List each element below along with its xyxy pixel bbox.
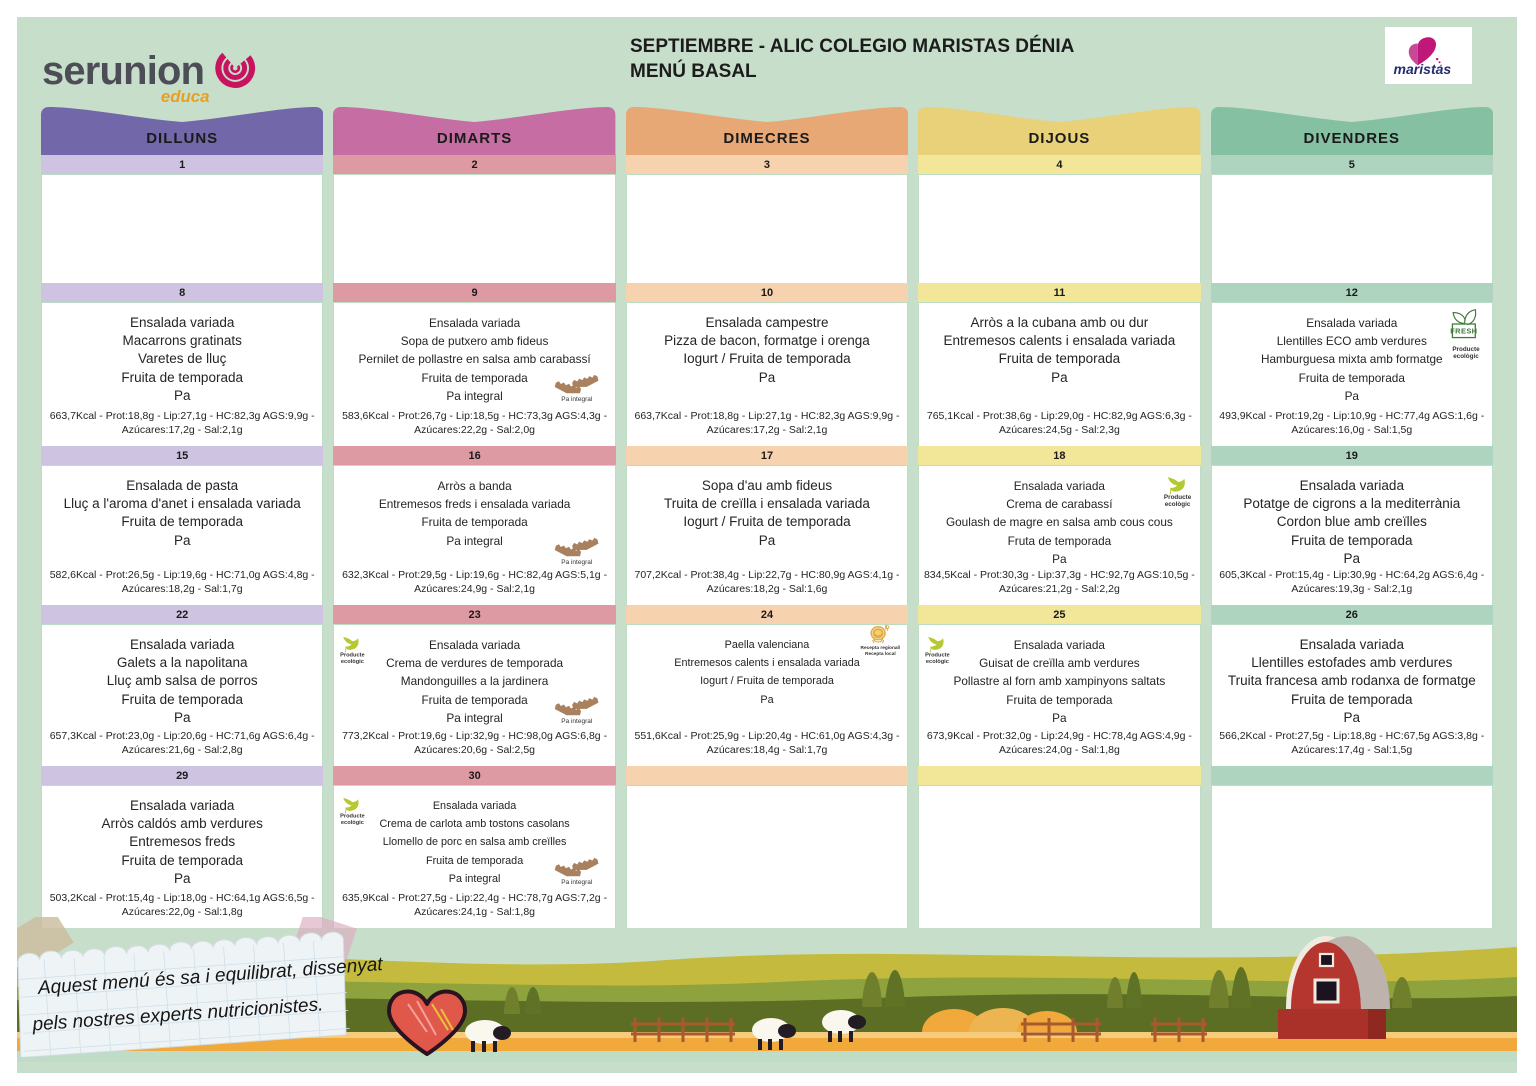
svg-text:maristas: maristas (1393, 60, 1451, 76)
svg-text:FRESH: FRESH (1450, 326, 1477, 335)
svg-text:educa: educa (161, 87, 210, 106)
